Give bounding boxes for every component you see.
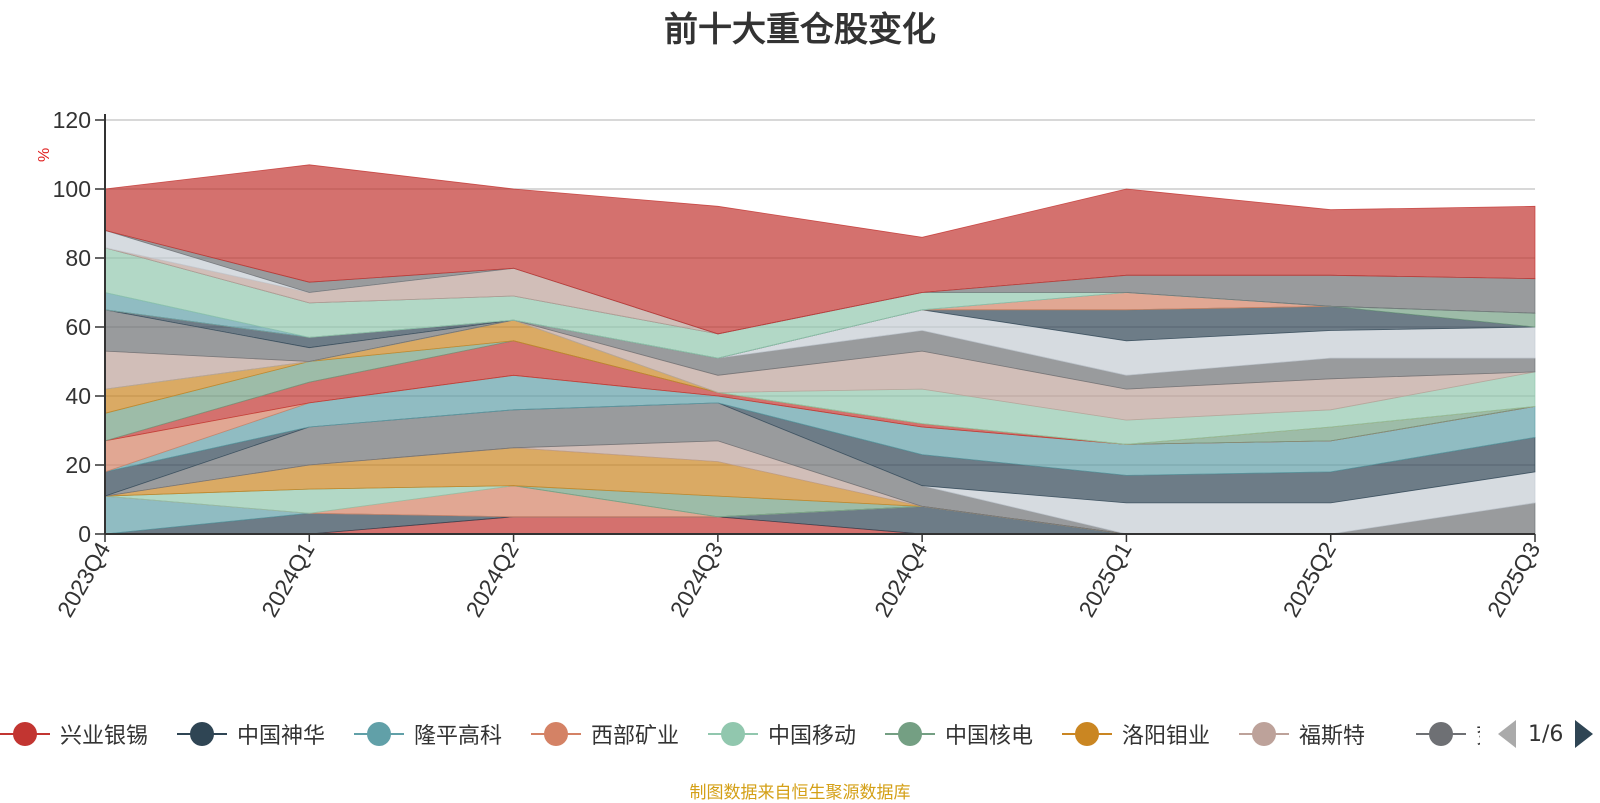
- legend-marker-icon: [0, 721, 50, 747]
- x-tick-label: 2025Q1: [1073, 538, 1136, 622]
- legend-label: 中国核电: [945, 724, 1034, 749]
- legend-pager: 1/6: [1498, 716, 1594, 752]
- y-axis-unit: %: [36, 148, 53, 162]
- stacked-area-chart: 0 20 40 60 80 100 120 2023Q4 2024Q1 2024Q2 2024Q3 2…: [36, 107, 1545, 622]
- legend-item[interactable]: 中国移动: [708, 716, 856, 752]
- y-tick-label: 40: [65, 383, 91, 409]
- legend-page-indicator: 1/6: [1528, 721, 1564, 747]
- legend-marker-icon: [885, 721, 935, 747]
- legend-marker-icon: [1062, 721, 1112, 747]
- legend: 兴业银锡 中国神华 隆平高科 西部矿业 中国移动 中国核电 洛阳钼业 福斯特 兖矿能源: [0, 716, 1480, 752]
- x-tick-label: 2024Q1: [256, 538, 319, 622]
- legend-label: 中国神华: [237, 724, 326, 749]
- y-tick-label: 60: [65, 314, 91, 340]
- legend-label: 隆平高科: [414, 724, 503, 749]
- legend-item[interactable]: 福斯特: [1239, 716, 1365, 752]
- y-tick-label: 20: [65, 452, 91, 478]
- legend-label: 兖矿能源: [1476, 718, 1480, 750]
- legend-item[interactable]: 兴业银锡: [0, 716, 148, 752]
- x-tick-label: 2024Q2: [460, 538, 523, 622]
- legend-label: 中国移动: [768, 724, 857, 749]
- legend-label: 兴业银锡: [60, 724, 149, 749]
- x-tick-label: 2024Q4: [869, 537, 933, 621]
- legend-item[interactable]: 洛阳钼业: [1062, 716, 1210, 752]
- legend-label: 西部矿业: [591, 724, 680, 749]
- triangle-right-icon[interactable]: [1575, 720, 1594, 748]
- legend-item[interactable]: 西部矿业: [531, 716, 679, 752]
- legend-item[interactable]: 隆平高科: [354, 716, 502, 752]
- legend-marker-icon: [1416, 721, 1466, 747]
- legend-marker-icon: [354, 721, 404, 747]
- y-tick-label: 120: [53, 107, 91, 133]
- triangle-left-icon[interactable]: [1498, 720, 1516, 748]
- legend-label: 洛阳钼业: [1122, 724, 1211, 749]
- area-series-29[interactable]: [104, 164, 1536, 335]
- legend-item[interactable]: 中国核电: [885, 716, 1033, 752]
- chart-title: 前十大重仓股变化: [664, 10, 936, 50]
- legend-item[interactable]: 中国神华: [177, 716, 325, 752]
- legend-label: 福斯特: [1299, 724, 1366, 749]
- legend-marker-icon: [177, 721, 227, 747]
- area-series: [104, 164, 1536, 535]
- legend-marker-icon: [1239, 721, 1289, 747]
- data-source-note: 制图数据来自恒生聚源数据库: [689, 783, 911, 803]
- x-tick-label: 2023Q4: [52, 537, 116, 621]
- y-tick-label: 100: [53, 176, 91, 202]
- legend-marker-icon: [531, 721, 581, 747]
- y-tick-label: 80: [65, 245, 91, 271]
- legend-marker-icon: [708, 721, 758, 747]
- x-tick-label: 2025Q2: [1278, 538, 1341, 622]
- x-tick-label: 2024Q3: [665, 538, 728, 622]
- y-tick-label: 0: [78, 521, 91, 547]
- x-tick-label: 2025Q3: [1482, 538, 1545, 622]
- legend-item[interactable]: 兖矿能源: [1416, 716, 1480, 752]
